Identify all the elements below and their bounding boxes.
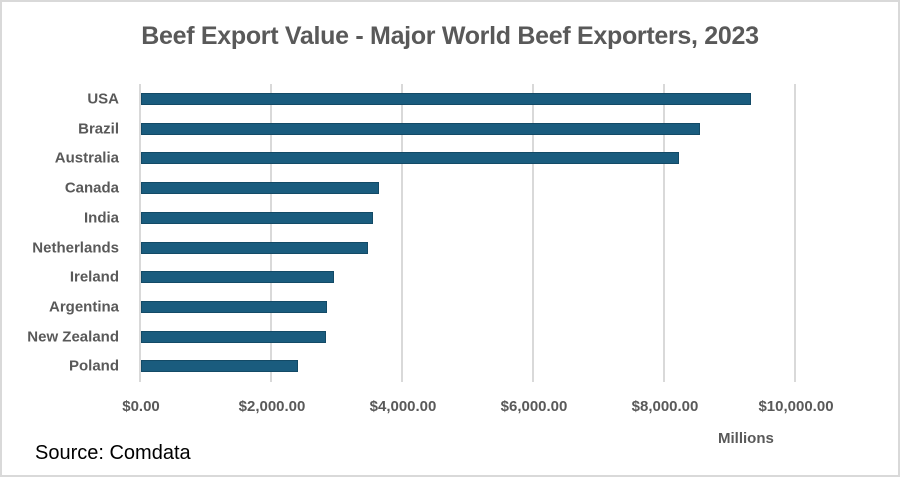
category-label: USA: [87, 90, 119, 108]
category-label: Ireland: [69, 268, 119, 286]
category-label: Brazil: [78, 120, 119, 138]
category-label: Argentina: [48, 298, 119, 316]
gridline: [270, 84, 272, 382]
x-tick-label: $8,000.00: [631, 398, 699, 415]
x-tick-label: $2,000.00: [238, 398, 306, 415]
category-label: Netherlands: [32, 239, 119, 256]
source-note: Source: Comdata: [35, 442, 191, 464]
bar-usa: [141, 93, 751, 105]
category-label: Australia: [54, 149, 119, 167]
bar-canada: [141, 182, 379, 195]
bar-netherlands: [141, 241, 369, 254]
gridline: [663, 84, 665, 382]
category-label: India: [83, 209, 119, 227]
bar-new-zealand: [141, 330, 326, 343]
gridline: [401, 84, 403, 382]
bar-poland: [141, 360, 299, 373]
gridline: [139, 84, 141, 382]
bar-brazil: [141, 122, 700, 135]
gridline: [532, 84, 534, 382]
category-label: Canada: [64, 179, 119, 197]
x-tick-label: $0.00: [122, 398, 160, 415]
gridline: [794, 84, 796, 382]
chart-title: Beef Export Value - Major World Beef Exp…: [141, 22, 759, 50]
bar-ireland: [141, 271, 335, 284]
x-tick-label: $10,000.00: [758, 398, 834, 415]
bar-argentina: [141, 300, 328, 313]
category-label: New Zealand: [27, 328, 119, 346]
x-tick-label: $6,000.00: [500, 398, 568, 415]
x-tick-label: $4,000.00: [369, 398, 437, 415]
bar-india: [141, 211, 373, 224]
axis-unit-label: Millions: [718, 430, 774, 447]
plot-area: [139, 84, 799, 382]
bar-australia: [141, 152, 679, 165]
category-label: Poland: [68, 357, 119, 375]
